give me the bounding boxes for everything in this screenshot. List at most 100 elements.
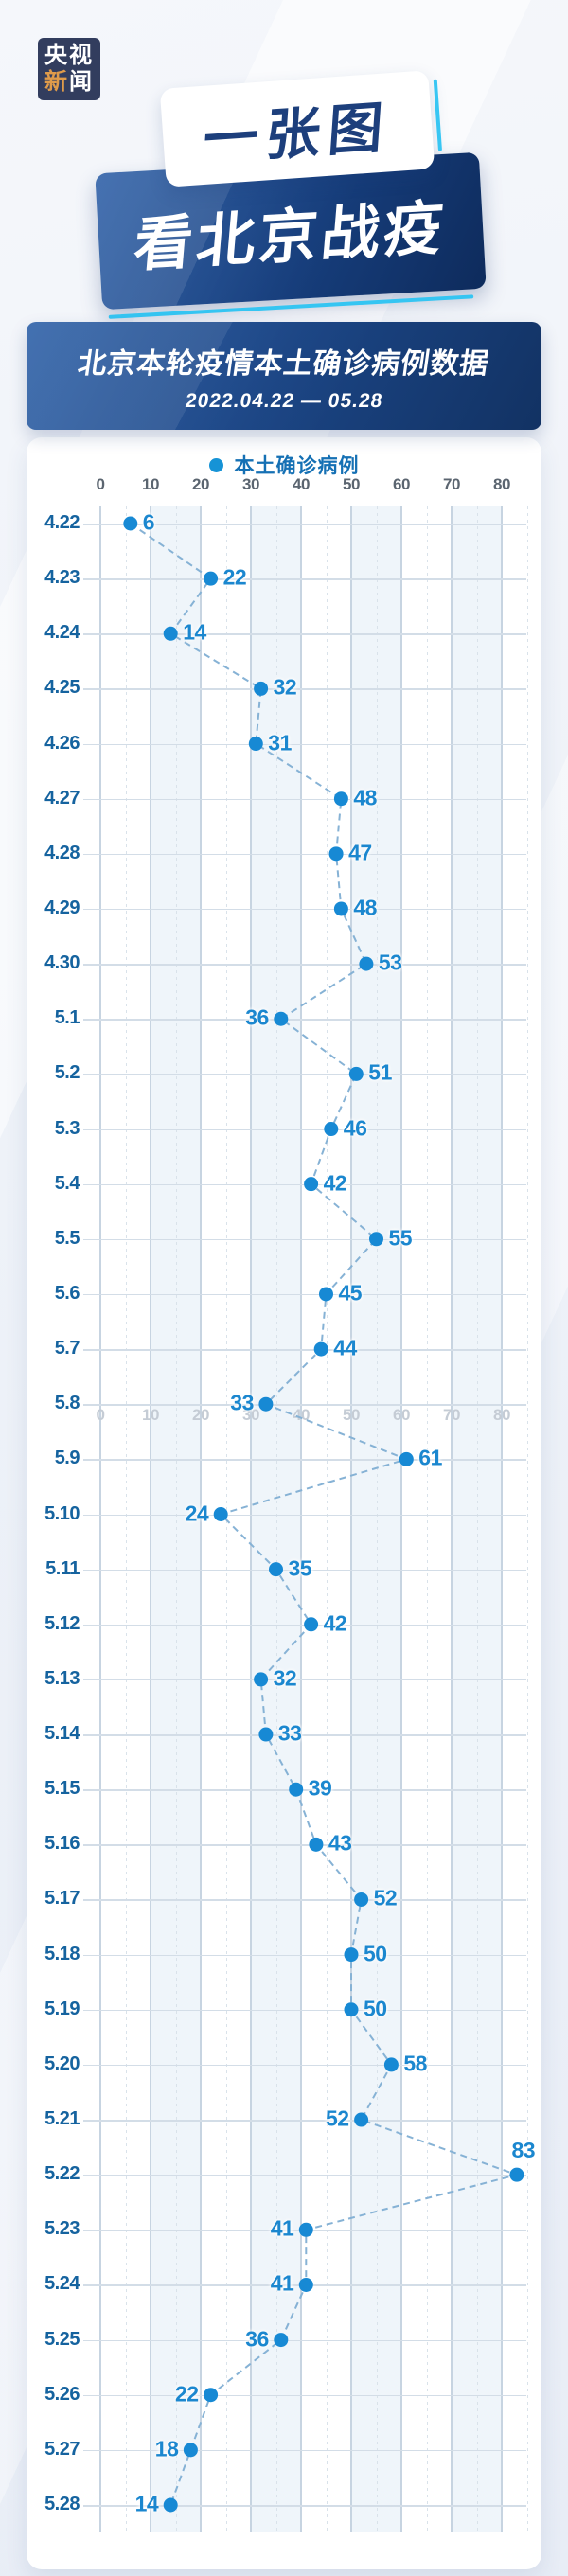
date-label: 4.28	[44, 842, 80, 863]
value-label: 18	[154, 2436, 179, 2461]
date-label: 5.19	[44, 1998, 80, 2019]
data-point	[204, 2388, 219, 2403]
value-label: 41	[270, 2270, 294, 2296]
date-label: 5.25	[44, 2328, 80, 2350]
legend-label: 本土确诊病例	[234, 455, 360, 477]
axis-tick-label: 40	[293, 475, 310, 493]
date-label: 5.3	[54, 1117, 80, 1139]
grid-major-line	[350, 506, 352, 2532]
axis-tick-label-faint: 10	[142, 1406, 159, 1425]
value-label: 41	[270, 2215, 294, 2241]
grid-row-line	[83, 1349, 526, 1351]
grid-row-line	[83, 1293, 526, 1296]
axis-tick-label: 0	[96, 475, 105, 493]
logo-line2-rest: 闻	[69, 69, 94, 95]
axis-tick-label-faint: 50	[343, 1406, 360, 1425]
value-label: 22	[222, 564, 247, 590]
date-label: 5.18	[44, 1943, 80, 1964]
value-label: 31	[268, 729, 292, 755]
value-label: 58	[403, 2051, 427, 2076]
grid-minor-dashed-line	[376, 506, 378, 2532]
date-label: 5.6	[54, 1282, 80, 1304]
grid-row-line	[83, 1459, 526, 1461]
grid-major-line	[400, 506, 402, 2532]
value-label: 42	[323, 1170, 347, 1196]
date-label: 5.5	[54, 1227, 80, 1249]
data-point	[509, 2167, 524, 2182]
axis-tick-label: 10	[142, 475, 159, 493]
data-point	[383, 2057, 399, 2072]
axis-tick-label: 80	[493, 475, 510, 493]
grid-row-line	[83, 1074, 526, 1075]
date-label: 5.27	[44, 2438, 80, 2460]
date-label: 5.9	[54, 1448, 80, 1469]
value-label: 33	[230, 1390, 254, 1415]
grid-row-line	[83, 1019, 526, 1021]
grid-row-line	[83, 1954, 526, 1957]
data-point	[258, 1396, 274, 1412]
axis-tick-label-faint: 70	[443, 1406, 460, 1425]
data-point	[269, 1562, 283, 1577]
value-label: 45	[338, 1280, 363, 1306]
date-label: 5.17	[44, 1888, 80, 1910]
date-label: 4.29	[44, 897, 80, 919]
grid-minor-dashed-line	[175, 506, 177, 2532]
grid-row-line	[83, 688, 526, 690]
value-label: 48	[353, 895, 377, 920]
date-label: 5.13	[44, 1667, 80, 1689]
date-label: 5.7	[54, 1338, 80, 1359]
date-label: 5.24	[44, 2273, 80, 2295]
data-point	[248, 737, 263, 752]
value-label: 39	[308, 1775, 332, 1801]
header-badge-top-text: 一张图	[201, 96, 393, 172]
grid-major-line	[300, 506, 302, 2532]
value-label: 52	[326, 2105, 349, 2131]
value-label: 6	[142, 509, 155, 535]
grid-row-line	[83, 2339, 526, 2342]
chart-title: 北京本轮疫情本土确诊病例数据	[76, 347, 491, 380]
data-point	[254, 1672, 269, 1687]
grid-major-line	[501, 506, 503, 2532]
data-point	[319, 1287, 333, 1302]
data-point	[313, 1341, 328, 1357]
value-label: 51	[368, 1059, 392, 1085]
value-label: 46	[343, 1114, 367, 1140]
data-point	[399, 1451, 414, 1466]
value-label: 14	[134, 2491, 159, 2516]
value-label: 35	[288, 1555, 312, 1581]
value-label: 24	[185, 1500, 209, 1525]
axis-tick-label: 60	[393, 475, 410, 493]
data-point	[274, 2333, 289, 2348]
data-point	[123, 516, 138, 531]
grid-row-line	[83, 2505, 526, 2507]
value-label: 47	[348, 840, 372, 865]
grid-row-line	[83, 2120, 526, 2122]
axis-tick-label-faint: 60	[393, 1406, 410, 1425]
data-point	[163, 2497, 178, 2513]
axis-tick-label-faint: 80	[493, 1406, 510, 1425]
date-label: 5.2	[54, 1062, 80, 1084]
data-point	[359, 956, 374, 971]
grid-row-line	[83, 1844, 526, 1846]
value-label: 53	[378, 950, 402, 975]
grid-minor-dashed-line	[426, 506, 428, 2532]
grid-row-line	[83, 798, 526, 801]
value-label: 43	[328, 1830, 352, 1856]
logo-line2: 新闻	[44, 69, 94, 96]
data-point	[298, 2277, 313, 2292]
grid-row-line	[83, 2175, 526, 2176]
grid-minor-dashed-line	[526, 506, 528, 2532]
grid-major-line	[99, 506, 101, 2532]
header-badge-top: 一张图	[159, 70, 435, 187]
data-point	[324, 1122, 339, 1137]
data-point	[213, 1507, 228, 1522]
grid-row-line	[83, 853, 526, 856]
logo-line2-highlight: 新	[44, 69, 69, 95]
date-label: 5.1	[54, 1007, 80, 1029]
grid-row-line	[83, 1404, 526, 1406]
cctv-news-logo: 央视 新闻	[38, 38, 100, 100]
grid-row-line	[83, 1734, 526, 1736]
